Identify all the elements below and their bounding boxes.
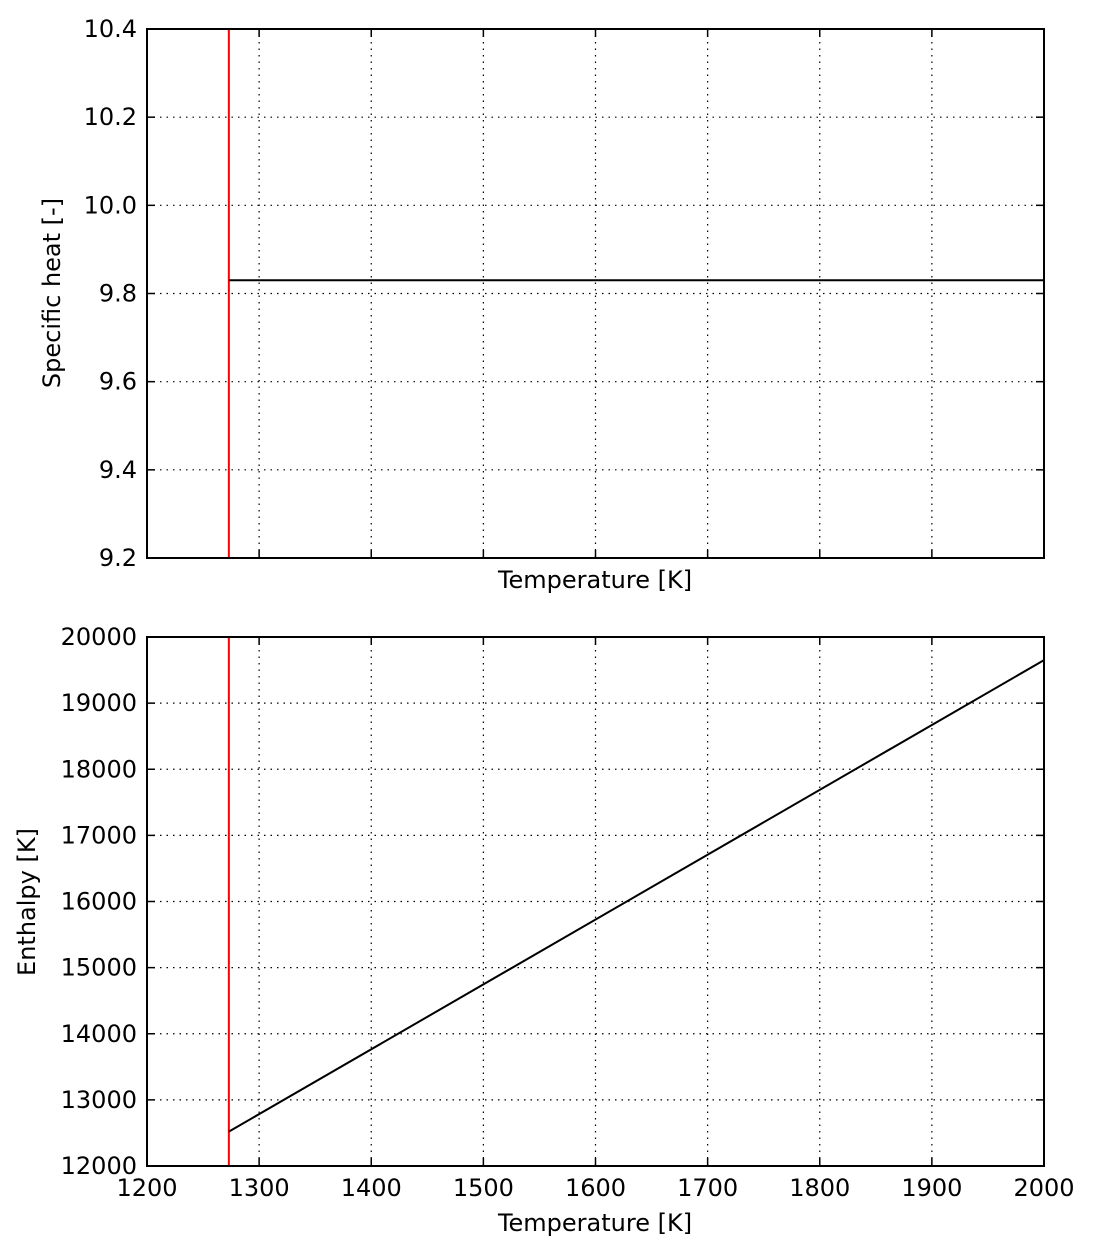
specific-heat-y-tick-label: 9.6 xyxy=(99,368,137,396)
enthalpy-y-tick-label: 19000 xyxy=(61,689,137,717)
specific-heat-data xyxy=(227,29,1044,558)
enthalpy-y-tick-label: 14000 xyxy=(61,1020,137,1048)
specific-heat-grid xyxy=(147,29,1044,558)
enthalpy-y-tick-label: 16000 xyxy=(61,888,137,916)
specific-heat-y-tick-label: 10.4 xyxy=(84,15,137,43)
enthalpy-x-tick-label: 1300 xyxy=(229,1174,290,1202)
enthalpy-x-tick-label: 1700 xyxy=(677,1174,738,1202)
specific-heat-ticks: 9.2 9.4 9.6 9.8 10.0 10.2 10.4 xyxy=(84,15,1045,572)
enthalpy-chart: 1200 1300 1400 1500 1600 1700 1800 1900 2000 1200… xyxy=(13,623,1075,1237)
enthalpy-x-tick-label: 1800 xyxy=(789,1174,850,1202)
specific-heat-x-axis-label: Temperature [K] xyxy=(497,566,692,594)
enthalpy-x-axis-label: Temperature [K] xyxy=(497,1209,692,1237)
specific-heat-chart: 9.2 9.4 9.6 9.8 10.0 10.2 10.4 Temperature [K]… xyxy=(38,15,1045,594)
enthalpy-y-tick-label: 13000 xyxy=(61,1086,137,1114)
enthalpy-x-tick-label: 1200 xyxy=(116,1174,177,1202)
specific-heat-y-axis-label: Specific heat [-] xyxy=(38,198,66,388)
enthalpy-y-tick-label: 18000 xyxy=(61,755,137,783)
enthalpy-x-tick-label: 1400 xyxy=(341,1174,402,1202)
enthalpy-y-axis-label: Enthalpy [K] xyxy=(13,828,41,976)
enthalpy-y-tick-label: 17000 xyxy=(61,821,137,849)
enthalpy-y-tick-label: 15000 xyxy=(61,954,137,982)
enthalpy-x-tick-label: 1900 xyxy=(901,1174,962,1202)
specific-heat-y-tick-label: 9.4 xyxy=(99,456,137,484)
enthalpy-grid xyxy=(147,637,1044,1166)
specific-heat-y-tick-label: 10.0 xyxy=(84,191,137,219)
enthalpy-series-line xyxy=(228,659,1045,1133)
enthalpy-data xyxy=(227,637,1045,1166)
enthalpy-y-tick-label: 12000 xyxy=(61,1152,137,1180)
enthalpy-x-tick-label: 2000 xyxy=(1013,1174,1074,1202)
enthalpy-ticks: 1200 1300 1400 1500 1600 1700 1800 1900 2000 1200… xyxy=(61,623,1075,1202)
enthalpy-x-tick-label: 1500 xyxy=(453,1174,514,1202)
specific-heat-y-tick-label: 9.8 xyxy=(99,280,137,308)
specific-heat-y-tick-label: 10.2 xyxy=(84,103,137,131)
enthalpy-y-tick-label: 20000 xyxy=(61,623,137,651)
specific-heat-y-tick-label: 9.2 xyxy=(99,544,137,572)
enthalpy-x-tick-label: 1600 xyxy=(565,1174,626,1202)
